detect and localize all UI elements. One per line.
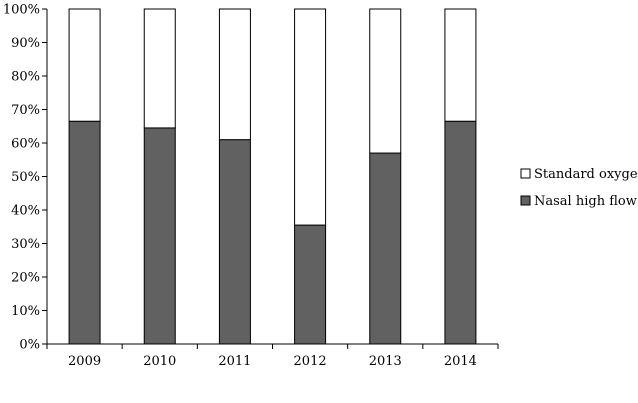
- legend-label-nasal-high-flow: Nasal high flow: [534, 194, 637, 209]
- bar-standard-oxygen-2012: [294, 8, 327, 226]
- y-tick-label: 60%: [11, 137, 40, 152]
- legend-label-standard-oxygen: Standard oxygen: [534, 167, 638, 182]
- bars: [68, 8, 477, 345]
- y-axis: 0% 10% 20% 30% 40% 50% 60% 70% 80% 90% 100%: [3, 3, 48, 353]
- y-tick-label: 40%: [11, 204, 40, 219]
- bar-standard-oxygen-2011: [218, 8, 251, 141]
- x-tick-label: 2012: [294, 354, 327, 369]
- x-tick-label: 2010: [143, 354, 176, 369]
- x-tick-label: 2013: [369, 354, 402, 369]
- bar-standard-oxygen-2014: [444, 8, 477, 122]
- x-tick-label: 2011: [218, 354, 251, 369]
- y-tick-label: 100%: [3, 3, 40, 18]
- legend-swatch-nasal-high-flow: [520, 195, 531, 206]
- bar-nasal-high-flow-2009: [68, 120, 101, 345]
- bar-nasal-high-flow-2012: [294, 224, 327, 345]
- y-tick-label: 20%: [11, 271, 40, 286]
- y-tick-label: 80%: [11, 70, 40, 85]
- bar-nasal-high-flow-2013: [369, 152, 402, 345]
- y-tick-label: 30%: [11, 237, 40, 252]
- x-axis: 2009 2010 2011 2012 2013 2014: [46, 343, 499, 369]
- y-tick-label: 70%: [11, 103, 40, 118]
- bar-nasal-high-flow-2011: [218, 139, 251, 345]
- legend-item-nasal-high-flow: Nasal high flow: [520, 194, 637, 209]
- y-tick-label: 10%: [11, 304, 40, 319]
- x-tick-label: 2014: [444, 354, 477, 369]
- bar-standard-oxygen-2009: [68, 8, 101, 122]
- legend-item-standard-oxygen: Standard oxygen: [520, 167, 638, 182]
- legend: Standard oxygen Nasal high flow: [520, 167, 638, 209]
- legend-swatch-standard-oxygen: [520, 168, 531, 179]
- y-tick-label: 50%: [11, 170, 40, 185]
- bar-standard-oxygen-2010: [143, 8, 176, 129]
- bar-standard-oxygen-2013: [369, 8, 402, 154]
- y-tick-label: 0%: [19, 338, 40, 353]
- bar-nasal-high-flow-2014: [444, 120, 477, 345]
- y-tick-label: 90%: [11, 36, 40, 51]
- x-tick-label: 2009: [68, 354, 101, 369]
- bar-nasal-high-flow-2010: [143, 127, 176, 345]
